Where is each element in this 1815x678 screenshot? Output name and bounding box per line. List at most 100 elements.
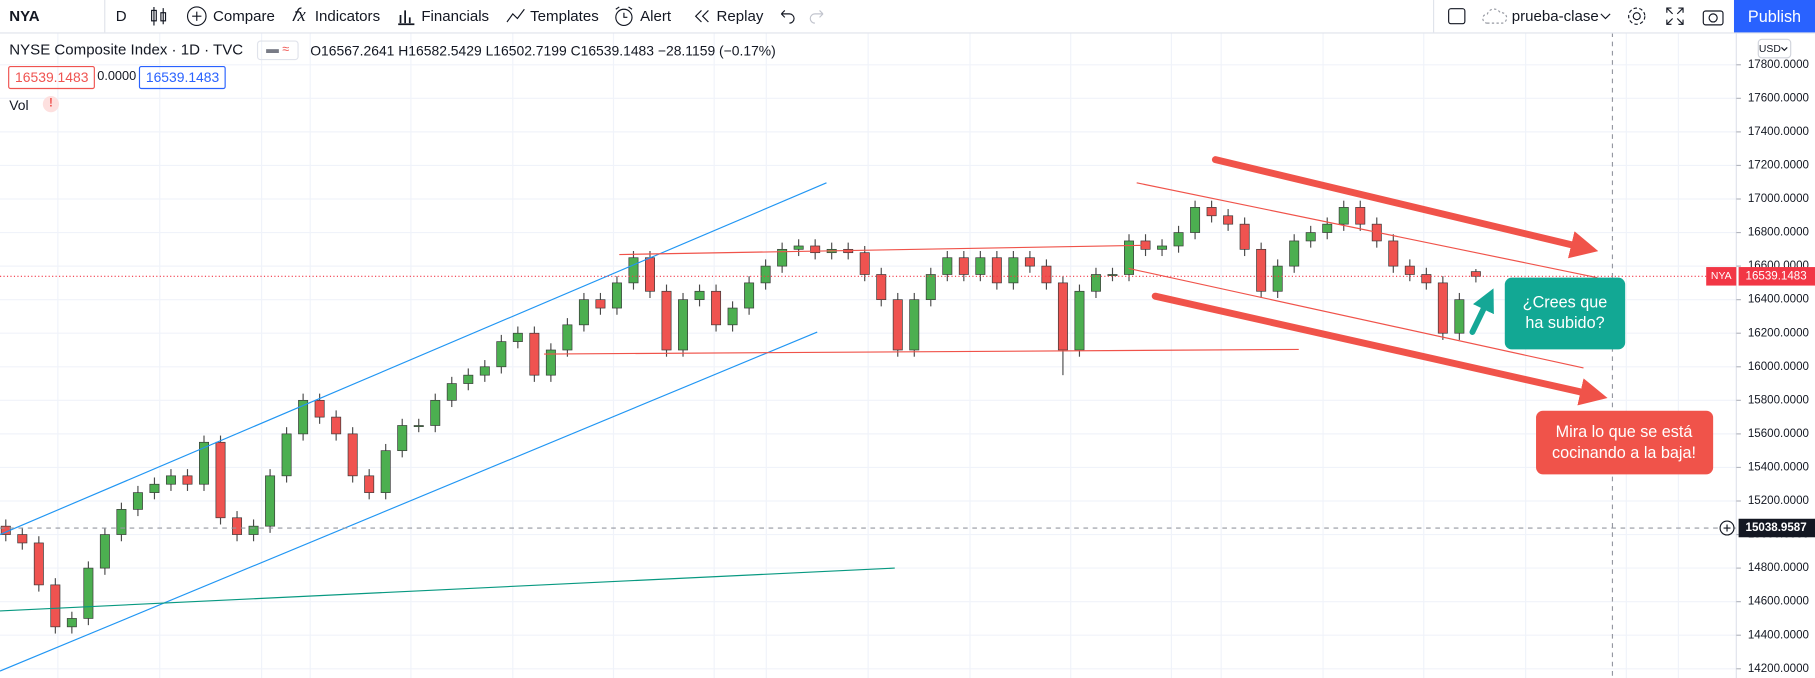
- y-tick-label: 16000.0000: [1748, 361, 1809, 373]
- candle-body: [694, 290, 705, 301]
- candle-body: [777, 248, 788, 267]
- candle-body: [1223, 215, 1234, 225]
- y-tick-label: 15800.0000: [1748, 394, 1809, 406]
- undo-redo[interactable]: [777, 7, 828, 26]
- toolbar-button[interactable]: Financials: [421, 6, 490, 25]
- candle-body: [1322, 223, 1333, 233]
- interval[interactable]: D: [115, 6, 127, 25]
- chevron: [1781, 47, 1788, 52]
- chart-type-icon[interactable]: [148, 5, 169, 28]
- candle-body: [991, 257, 1002, 284]
- callout: [1504, 277, 1626, 350]
- candle-body: [1388, 240, 1399, 267]
- trend-line: [544, 348, 1299, 355]
- candle-body: [149, 483, 160, 493]
- candle-body: [1157, 245, 1168, 250]
- price-axis: [1736, 32, 1815, 678]
- currency-button[interactable]: [1757, 38, 1792, 59]
- candle-body: [711, 290, 722, 326]
- candle-body: [215, 441, 226, 519]
- volume-warning[interactable]: !: [42, 96, 60, 113]
- candle-body: [1090, 274, 1101, 292]
- candle-body: [859, 252, 870, 275]
- legend-toggle[interactable]: ▬ ≈: [256, 40, 299, 61]
- indicators-icon: 𝑓x: [291, 5, 306, 26]
- y-tick-label: 17000.0000: [1748, 193, 1809, 205]
- candle-body: [50, 584, 61, 628]
- candle-body: [892, 299, 903, 351]
- symbol[interactable]: NYA: [9, 6, 40, 25]
- expand-icon[interactable]: [1665, 6, 1686, 27]
- callout-text: cocinando a la baja!: [1552, 444, 1696, 462]
- candle-body: [810, 245, 821, 254]
- y-tick-label: 14400.0000: [1748, 629, 1809, 641]
- last-price-badge: [1706, 267, 1737, 286]
- legend-ohlc: O16567.2641 H16582.5429 L16502.7199 C165…: [310, 43, 776, 59]
- candle-body: [909, 299, 920, 351]
- chevron: [1600, 13, 1611, 20]
- price-axis-labels: 14200.0000 14400.0000 14600.0000 14800.0000…: [1706, 59, 1815, 675]
- candle-body: [661, 290, 672, 351]
- candle-body: [529, 332, 540, 376]
- trend-line: [1128, 267, 1584, 369]
- snapshot-icon[interactable]: [1702, 6, 1725, 27]
- candle-body: [1289, 240, 1300, 267]
- crosshair-value: 15038.9587: [1746, 522, 1807, 534]
- candle-body: [413, 425, 424, 428]
- candle-body: [562, 324, 573, 351]
- candle-body: [645, 257, 655, 292]
- candle-body: [958, 257, 969, 275]
- replay-icon: [694, 10, 709, 23]
- trend-line: [619, 244, 1146, 256]
- candle-body: [248, 525, 259, 535]
- candle-body: [265, 475, 276, 527]
- y-tick-label: 14800.0000: [1748, 562, 1809, 574]
- toolbar-button[interactable]: Replay: [716, 6, 764, 25]
- separator: [104, 0, 106, 33]
- arrow: [1151, 292, 1608, 406]
- financials-icon: [398, 10, 415, 26]
- overlay: [0, 275, 1737, 529]
- price-box: 16539.1483: [138, 65, 227, 90]
- candle-body: [628, 257, 639, 284]
- toolbar-button[interactable]: Alert: [640, 6, 672, 25]
- volume-label: Vol: [9, 97, 29, 114]
- fullscreen-box[interactable]: [1447, 6, 1468, 27]
- trend-line: [0, 331, 818, 672]
- layout-name[interactable]: prueba-clase: [1511, 6, 1599, 25]
- candle-body: [1074, 290, 1085, 351]
- arrow: [1469, 288, 1494, 335]
- candle-body: [1256, 248, 1267, 292]
- ohlc-value: C16539.1483: [570, 42, 655, 60]
- candle-body: [1008, 257, 1019, 284]
- candle-body: [298, 399, 309, 435]
- publish-button[interactable]: Publish: [1733, 0, 1815, 33]
- toolbar-button[interactable]: Templates: [530, 6, 599, 25]
- candle-body: [232, 517, 243, 535]
- price-box: 0.0000: [97, 69, 137, 84]
- candle-body: [17, 534, 28, 544]
- y-tick-label: 16400.0000: [1748, 294, 1809, 306]
- toolbar: NYA D Compare 𝑓x Indicators Financials T…: [0, 0, 1815, 34]
- callout-text: ha subido?: [1525, 314, 1604, 332]
- y-tick-label: 16800.0000: [1748, 227, 1809, 239]
- candle-body: [479, 366, 490, 376]
- y-tick-label: 15400.0000: [1748, 462, 1809, 474]
- candle-body: [364, 475, 375, 493]
- candle-body: [281, 433, 292, 477]
- candle-body: [1190, 207, 1201, 233]
- candle-body: [1057, 282, 1068, 351]
- toolbar-button[interactable]: Indicators: [314, 6, 381, 25]
- candle-body: [1024, 257, 1035, 267]
- candle-body: [380, 450, 391, 493]
- crosshair-tag: [1738, 518, 1815, 538]
- settings-icon[interactable]: [1625, 5, 1648, 28]
- toolbar-button[interactable]: Compare: [212, 6, 275, 25]
- candle-body: [430, 399, 441, 426]
- y-tick-label: 16600.0000: [1748, 260, 1809, 272]
- candle-body: [1173, 232, 1184, 247]
- trend-line: [0, 567, 895, 612]
- legend-title: NYSE Composite Index · 1D · TVC: [9, 40, 244, 58]
